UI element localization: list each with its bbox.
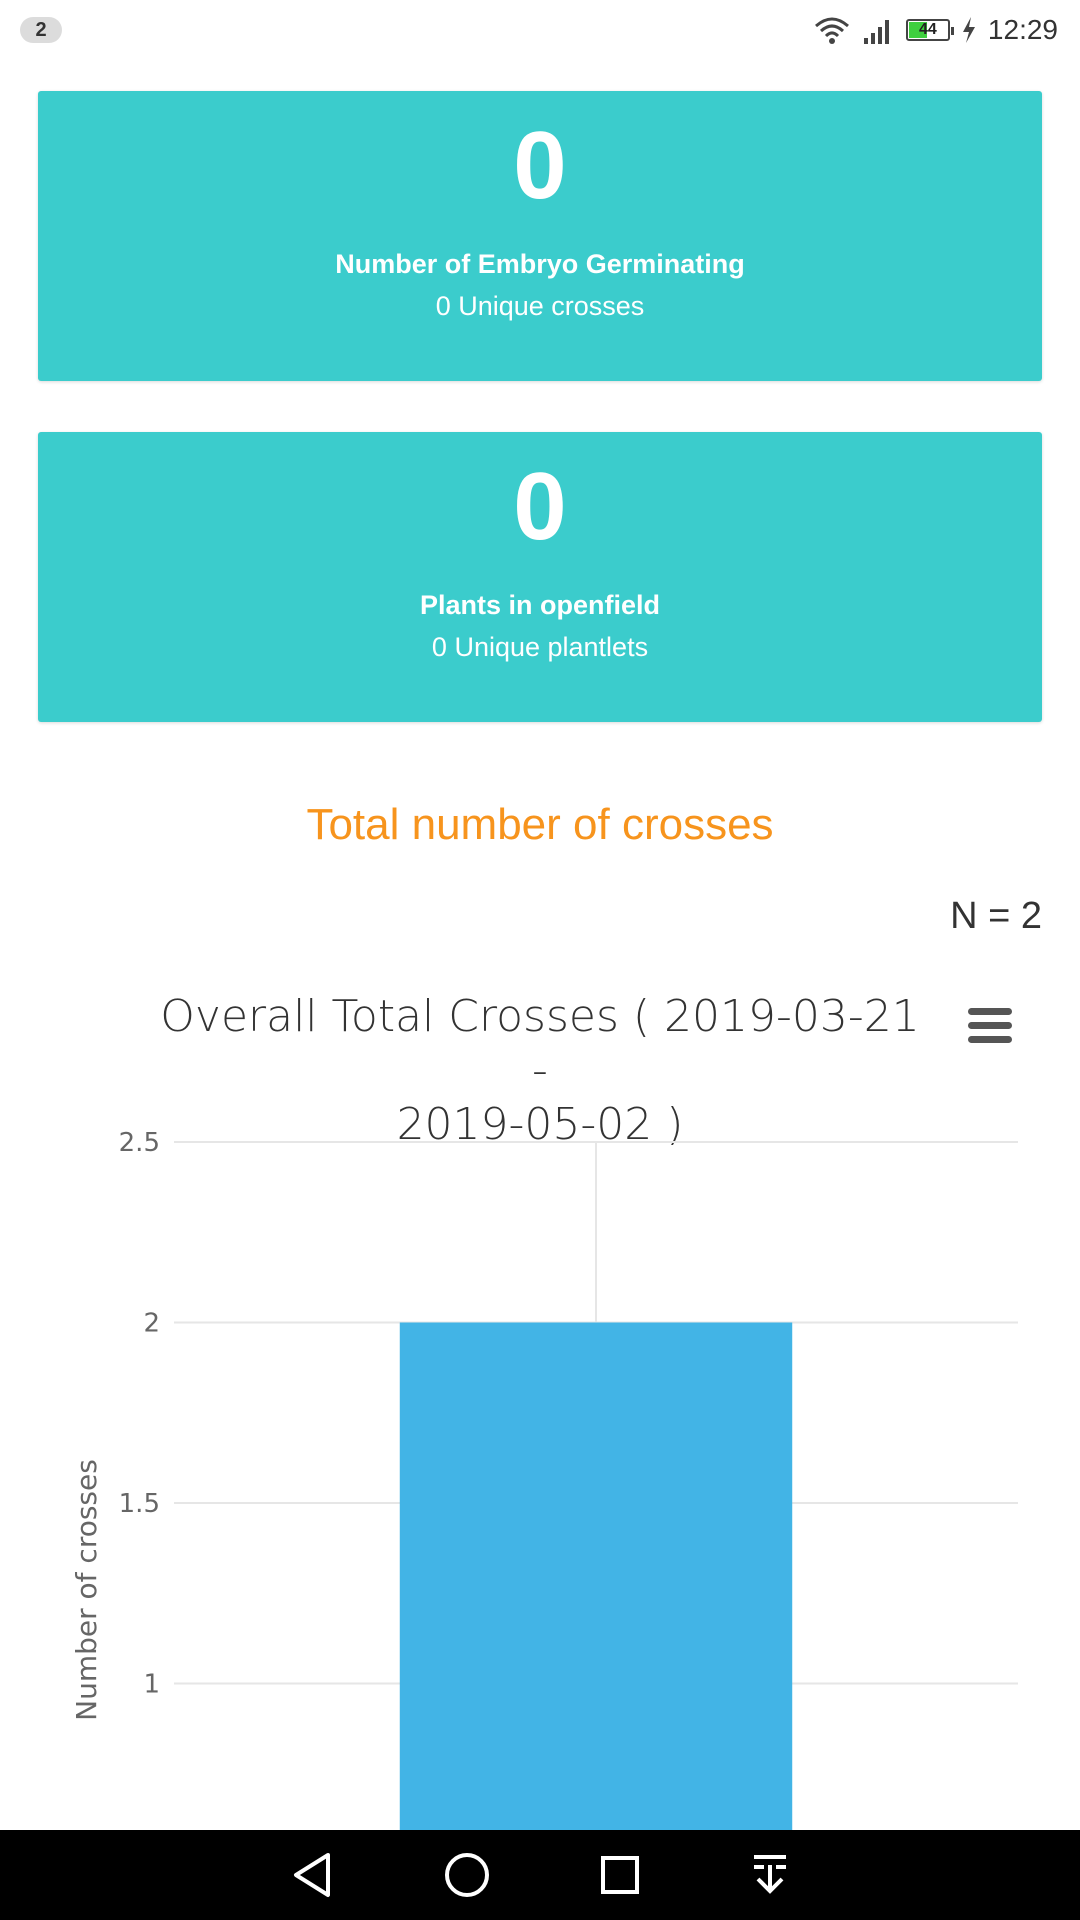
recents-icon[interactable] xyxy=(600,1855,640,1895)
status-bar: 2 44 12:29 xyxy=(0,0,1080,60)
menu-icon[interactable] xyxy=(968,1008,1012,1044)
notification-badge: 2 xyxy=(20,17,62,43)
battery-level: 44 xyxy=(919,21,937,38)
card-subtitle: 0 Unique crosses xyxy=(435,291,645,321)
battery-icon: 44 xyxy=(905,19,954,41)
bar[interactable] xyxy=(399,1322,793,1831)
y-axis-label: Number of crosses xyxy=(70,1459,103,1721)
y-tick-label: 2.5 xyxy=(119,1128,160,1158)
clock: 12:29 xyxy=(987,14,1058,45)
card-title: Plants in openfield xyxy=(419,590,661,620)
wifi-icon xyxy=(814,17,849,44)
y-tick-label: 1 xyxy=(143,1670,160,1700)
back-icon[interactable] xyxy=(290,1851,334,1899)
section-title: Total number of crosses xyxy=(306,800,774,849)
embryo-germinating-card: 0 Number of Embryo Germinating 0 Unique … xyxy=(38,91,1042,381)
card-count: 0 xyxy=(513,112,567,219)
card-title: Number of Embryo Germinating xyxy=(335,249,745,279)
card-subtitle: 0 Unique plantlets xyxy=(431,632,649,662)
card-count: 0 xyxy=(513,453,567,560)
y-tick-label: 1.5 xyxy=(119,1489,160,1519)
plants-openfield-card: 0 Plants in openfield 0 Unique plantlets xyxy=(38,432,1042,722)
crosses-bar-chart: 2.5 2 1.5 1 Number of crosses xyxy=(70,1128,1018,1831)
navigation-bar xyxy=(0,1830,1080,1920)
y-tick-label: 2 xyxy=(143,1309,160,1339)
chart-title-line-1: Overall Total Crosses ( 2019-03-21 - xyxy=(160,991,920,1096)
home-icon[interactable] xyxy=(444,1852,490,1898)
charging-icon xyxy=(962,17,975,43)
notification-pull-icon[interactable] xyxy=(750,1853,790,1897)
sample-size-label: N = 2 xyxy=(950,895,1042,937)
signal-icon xyxy=(863,20,889,44)
status-icons: 44 12:29 xyxy=(814,10,1058,50)
